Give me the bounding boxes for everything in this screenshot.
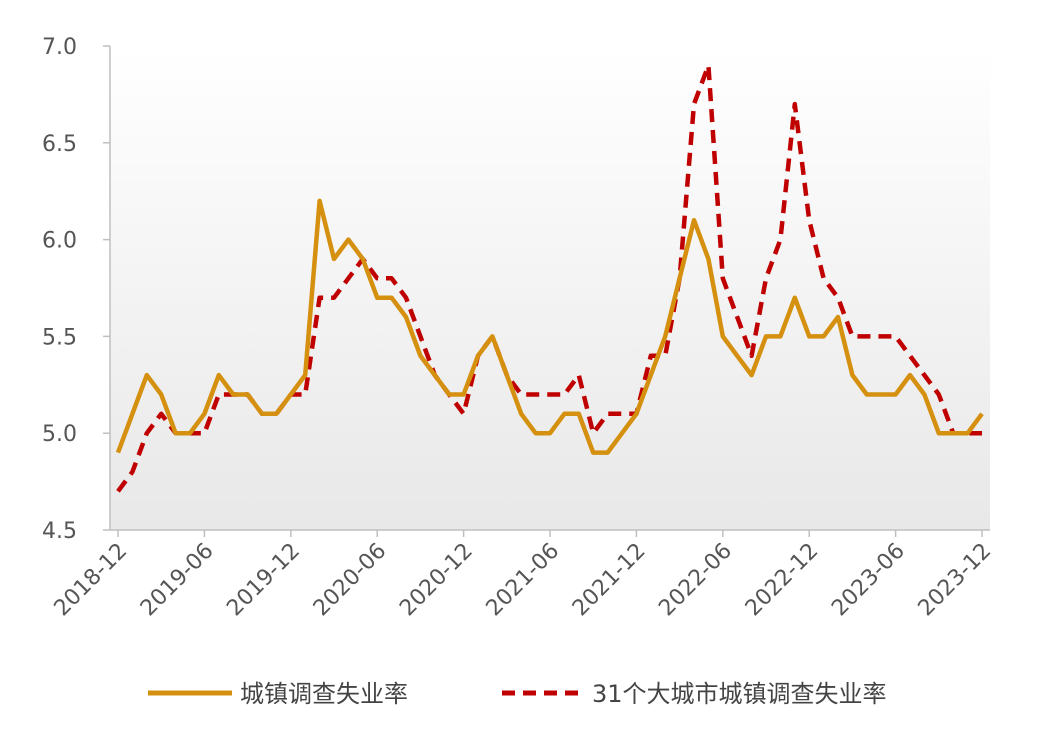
x-tick-label: 2023-12: [914, 539, 997, 622]
y-tick-label: 6.0: [42, 229, 77, 254]
x-tick-label: 2022-12: [741, 539, 824, 622]
y-tick-label: 7.0: [42, 35, 77, 60]
x-tick-label: 2020-06: [309, 539, 392, 622]
y-tick-label: 5.5: [42, 325, 77, 350]
y-tick-label: 5.0: [42, 422, 77, 447]
y-tick-label: 6.5: [42, 132, 77, 157]
x-tick-label: 2019-06: [136, 539, 219, 622]
legend-label-31-cities: 31个大城市城镇调查失业率: [592, 680, 887, 708]
x-tick-label: 2022-06: [654, 539, 737, 622]
series-line-urban: [115, 198, 984, 455]
y-tick-label: 4.5: [42, 519, 77, 544]
x-tick-label: 2019-12: [222, 539, 305, 622]
x-tick-label: 2020-12: [395, 539, 478, 622]
x-tick-label: 2023-06: [827, 539, 910, 622]
legend-label-urban: 城镇调查失业率: [240, 680, 408, 708]
legend: 城镇调查失业率 31个大城市城镇调查失业率: [148, 680, 887, 708]
series-layer: [115, 63, 984, 493]
x-tick-label: 2018-12: [50, 539, 133, 622]
x-tick-label: 2021-12: [568, 539, 651, 622]
plot-area: [110, 46, 990, 530]
x-tick-label: 2021-06: [482, 539, 565, 622]
